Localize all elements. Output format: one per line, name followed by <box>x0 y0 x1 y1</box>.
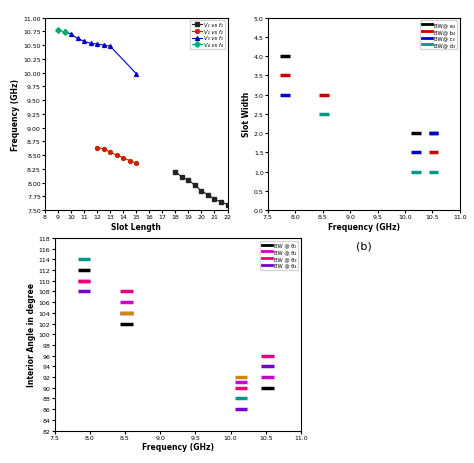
Line: V₁ vs f₁: V₁ vs f₁ <box>173 170 229 207</box>
Legend: BW@ a₃, BW@ b₄, BW@ c₃, BW@ d₃: BW@ a₃, BW@ b₄, BW@ c₃, BW@ d₃ <box>420 21 457 50</box>
V₂ vs f₂ <box>133 161 139 167</box>
V₃ vs f₃ <box>94 42 100 48</box>
X-axis label: Frequency (GHz): Frequency (GHz) <box>328 223 400 232</box>
V₁ vs f₁ <box>173 169 178 175</box>
V₁ vs f₁ <box>225 202 230 208</box>
X-axis label: Frequency (GHz): Frequency (GHz) <box>142 443 214 451</box>
Legend: BW @ θ₁, BW @ θ₂, BW @ θ₃, BW @ θ₄: BW @ θ₁, BW @ θ₂, BW @ θ₃, BW @ θ₄ <box>260 241 298 270</box>
Y-axis label: Frequency (GHz): Frequency (GHz) <box>11 79 20 150</box>
V₃ vs f₃ <box>62 30 67 35</box>
V₁ vs f₁ <box>205 193 211 198</box>
V₄ vs f₄ <box>62 30 67 36</box>
V₂ vs f₂ <box>94 146 100 151</box>
Y-axis label: Slot Width: Slot Width <box>242 92 251 137</box>
Text: (c): (c) <box>170 461 185 463</box>
Line: V₃ vs f₃: V₃ vs f₃ <box>63 30 138 76</box>
V₁ vs f₁ <box>211 197 217 202</box>
V₂ vs f₂ <box>114 153 119 158</box>
V₂ vs f₂ <box>107 150 113 156</box>
V₂ vs f₂ <box>127 158 133 164</box>
Legend: V₁ vs f₁, V₂ vs f₂, V₃ vs f₃, V₄ vs f₄: V₁ vs f₁, V₂ vs f₂, V₃ vs f₃, V₄ vs f₄ <box>190 21 225 50</box>
V₁ vs f₁ <box>199 189 204 194</box>
V₃ vs f₃ <box>107 44 113 50</box>
V₂ vs f₂ <box>120 156 126 161</box>
Line: V₄ vs f₄: V₄ vs f₄ <box>56 29 66 35</box>
Y-axis label: Interior Angle in degree: Interior Angle in degree <box>27 282 36 387</box>
V₃ vs f₃ <box>68 32 74 38</box>
V₃ vs f₃ <box>133 72 139 77</box>
V₃ vs f₃ <box>101 43 107 49</box>
Text: (a): (a) <box>128 241 144 251</box>
Line: V₂ vs f₂: V₂ vs f₂ <box>95 147 138 166</box>
V₃ vs f₃ <box>75 37 81 42</box>
X-axis label: Slot Length: Slot Length <box>111 223 161 232</box>
V₁ vs f₁ <box>179 175 185 181</box>
V₄ vs f₄ <box>55 28 61 34</box>
V₃ vs f₃ <box>88 42 93 47</box>
Text: (b): (b) <box>356 241 372 251</box>
V₁ vs f₁ <box>185 178 191 183</box>
V₂ vs f₂ <box>101 146 107 152</box>
V₁ vs f₁ <box>192 183 198 189</box>
V₁ vs f₁ <box>218 200 224 205</box>
V₃ vs f₃ <box>82 39 87 45</box>
